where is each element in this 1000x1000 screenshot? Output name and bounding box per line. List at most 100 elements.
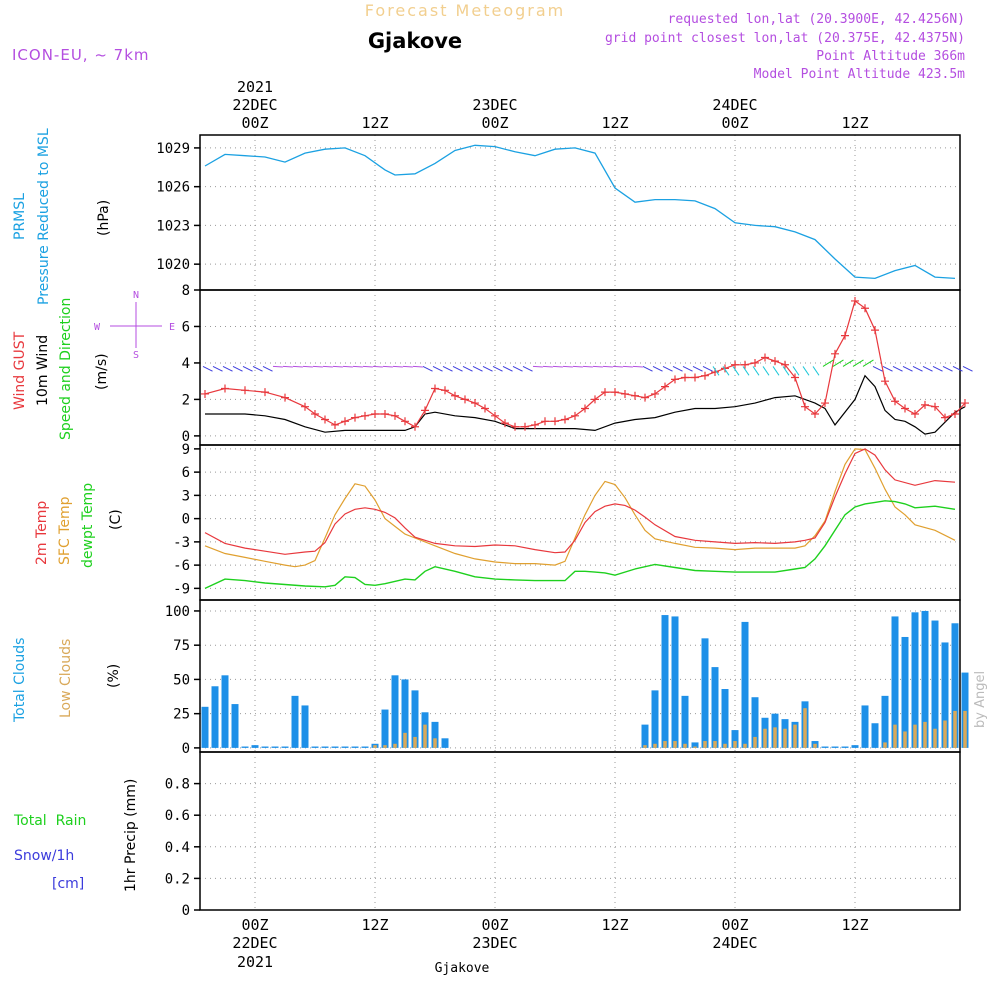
gust-point: [721, 364, 729, 373]
total-cloud-bar: [301, 705, 309, 748]
wind-barb: [952, 365, 963, 372]
wind-barb: [382, 365, 393, 368]
low-cloud-bar: [433, 738, 437, 748]
side-labels: PRMSL Pressure Reduced to MSL (hPa) Wind…: [12, 128, 139, 892]
total-cloud-bar: [381, 709, 389, 748]
top-time-label: 00Z: [481, 114, 508, 132]
wind-barb: [202, 365, 213, 372]
total-cloud-bar: [641, 724, 649, 748]
gust-point: [591, 395, 599, 404]
gust-point: [451, 391, 459, 400]
wind-barb: [762, 366, 770, 376]
wind-barb: [292, 365, 303, 368]
top-date-label: 23DEC: [472, 96, 517, 114]
top-time-label: 12Z: [601, 114, 628, 132]
low-cloud-bar: [953, 710, 957, 748]
wind-barb: [642, 365, 653, 372]
wind-barb: [652, 365, 663, 372]
wind-barb: [702, 365, 713, 372]
gust-point: [571, 411, 579, 420]
panel-frame: [199, 289, 961, 446]
y-tick-label: 0: [182, 429, 190, 445]
gust-point: [941, 413, 949, 422]
wind-barb: [502, 365, 513, 372]
wind-barb: [372, 365, 383, 368]
low-cloud-bar: [413, 736, 417, 748]
y-tick-label: 1020: [156, 257, 190, 273]
wind-barb: [512, 365, 523, 372]
wind-barb: [872, 365, 883, 372]
total-cloud-bar: [431, 721, 439, 748]
total-cloud-bar: [651, 690, 659, 748]
gust-point: [311, 410, 319, 418]
wind-barb: [282, 365, 293, 368]
label-prmsl-unit: (hPa): [96, 200, 112, 236]
y-tick-label: 4: [182, 356, 190, 372]
gust-point: [261, 388, 269, 397]
low-cloud-bar: [773, 727, 777, 748]
gust-point: [861, 304, 869, 313]
low-cloud-bar: [393, 743, 397, 748]
total-cloud-bar: [281, 746, 289, 748]
gust-point: [761, 353, 769, 362]
low-cloud-bar: [693, 746, 697, 748]
wind-barb: [472, 365, 483, 372]
gust-point: [621, 389, 629, 398]
y-tick-label: 9: [182, 442, 190, 458]
label-total-clouds: Total Clouds: [12, 638, 28, 723]
total-cloud-bar: [221, 675, 229, 748]
low-cloud-bar: [933, 728, 937, 748]
total-cloud-bar: [331, 746, 339, 748]
gust-point: [381, 410, 389, 418]
y-tick-label: 1029: [156, 141, 190, 157]
gust-point: [921, 400, 929, 409]
y-tick-label: 1026: [156, 180, 190, 196]
total-cloud-bar: [931, 620, 939, 748]
total-cloud-bar: [951, 623, 959, 748]
y-tick-label: 8: [182, 283, 190, 299]
wind-barb: [612, 365, 623, 368]
total-cloud-bar: [921, 610, 929, 748]
wind-barb: [632, 365, 643, 368]
gust-point: [891, 397, 899, 406]
gust-point: [871, 326, 879, 335]
wind-barb: [582, 365, 593, 368]
wind-barb: [342, 365, 353, 368]
gust-point: [901, 404, 909, 413]
label-snow-unit: [cm]: [52, 876, 84, 892]
low-cloud-bar: [923, 721, 927, 748]
gust-point: [281, 393, 289, 402]
total-cloud-bar: [831, 746, 839, 748]
gust-point: [731, 360, 739, 369]
gust-point: [331, 420, 339, 429]
low-cloud-bar: [373, 745, 377, 748]
wind-barb: [892, 365, 903, 372]
gust-point: [581, 404, 589, 413]
y-tick-label: 0.4: [165, 840, 190, 856]
wind-barb: [262, 365, 273, 372]
low-cloud-bar: [793, 724, 797, 748]
credit-label: by Angel: [973, 671, 988, 728]
wind-barb: [672, 365, 683, 372]
total-cloud-bar: [941, 642, 949, 748]
y-tick-label: 6: [182, 319, 190, 335]
gust-point: [221, 384, 229, 393]
low-cloud-bar: [803, 708, 807, 748]
y-tick-label: 75: [173, 638, 190, 654]
gust-point: [411, 422, 419, 431]
wind-barb: [942, 365, 953, 372]
label-rain: Total Rain: [13, 813, 86, 829]
total-cloud-bar: [911, 612, 919, 748]
gust-point: [751, 358, 759, 367]
wind-barb: [832, 359, 844, 367]
total-cloud-bar: [391, 675, 399, 748]
wind-barb: [822, 359, 834, 367]
wind-line: [205, 374, 966, 435]
label-low-clouds: Low Clouds: [58, 639, 74, 718]
gust-point: [461, 395, 469, 404]
model-label: ICON-EU, ~ 7km: [12, 46, 150, 64]
bottom-time-label: 12Z: [601, 916, 628, 934]
gust-point: [241, 386, 249, 395]
total-cloud-bar: [701, 638, 709, 748]
top-year-label: 2021: [237, 78, 273, 96]
